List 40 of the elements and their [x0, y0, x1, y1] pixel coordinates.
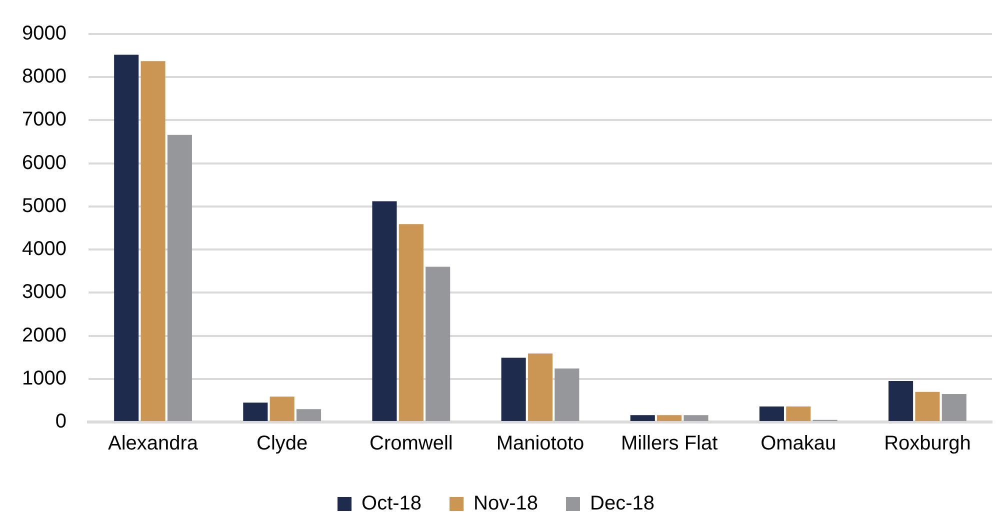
y-tick-label: 2000 [22, 324, 66, 346]
bar [657, 415, 682, 421]
y-tick-label: 5000 [22, 194, 66, 217]
bar [554, 368, 580, 421]
y-tick-label: 6000 [22, 152, 66, 174]
bar [942, 394, 966, 421]
legend-label: Oct-18 [362, 492, 422, 515]
bar [243, 402, 268, 421]
legend-label: Nov-18 [474, 492, 538, 515]
y-tick-label: 9000 [22, 22, 66, 45]
x-tick-label: Clyde [256, 432, 308, 455]
bar [167, 134, 192, 421]
y-tick-label: 8000 [22, 66, 66, 88]
y-tick-label: 7000 [22, 108, 66, 131]
y-tick-label: 1000 [22, 367, 66, 390]
bar [501, 358, 526, 421]
bar [528, 353, 553, 421]
x-tick-label: Millers Flat [620, 432, 718, 455]
bar [759, 406, 784, 421]
x-tick-label: Cromwell [370, 432, 453, 455]
bar [296, 409, 322, 421]
legend-label: Dec-18 [590, 492, 654, 515]
bar [786, 406, 811, 421]
bar [398, 224, 424, 421]
bar [426, 266, 450, 421]
x-tick-label: Roxburgh [884, 432, 971, 455]
bar [114, 54, 139, 421]
bar [372, 201, 397, 421]
y-tick-label: 4000 [22, 238, 66, 260]
bar [140, 61, 166, 421]
bar [888, 381, 914, 421]
bar [915, 392, 940, 421]
y-tick-label: 0 [55, 410, 66, 433]
bar [630, 415, 655, 421]
x-tick-label: Omakau [760, 432, 836, 455]
x-tick-label: Maniototo [496, 432, 584, 455]
x-tick-label: Alexandra [108, 432, 199, 455]
bar [270, 396, 294, 421]
bar [684, 415, 708, 421]
y-tick-label: 3000 [22, 281, 66, 304]
